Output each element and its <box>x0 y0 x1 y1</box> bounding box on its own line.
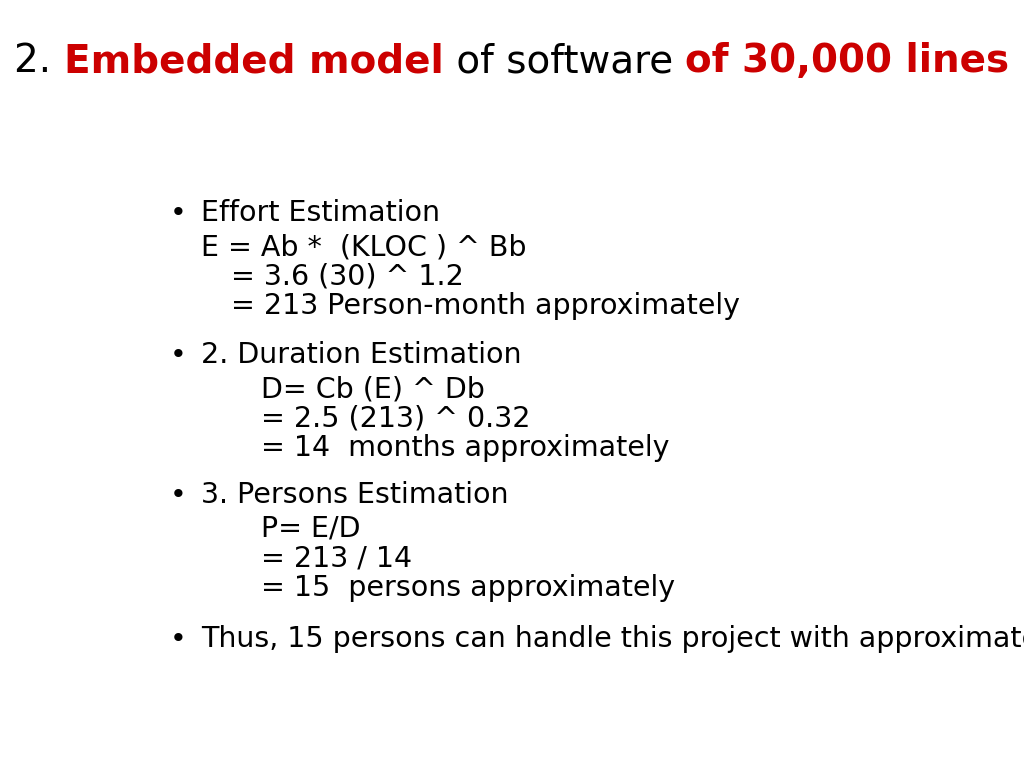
Text: 2.: 2. <box>14 42 63 81</box>
Text: = 213 / 14: = 213 / 14 <box>261 545 413 572</box>
Text: D= Cb (E) ^ Db: D= Cb (E) ^ Db <box>261 375 485 403</box>
Text: P= E/D: P= E/D <box>261 515 360 542</box>
Text: E = Ab *  (KLOC ) ^ Bb: E = Ab * (KLOC ) ^ Bb <box>201 233 526 261</box>
Text: = 213 Person-month approximately: = 213 Person-month approximately <box>231 293 740 320</box>
Text: 2. Duration Estimation: 2. Duration Estimation <box>201 341 521 369</box>
Text: of 30,000 lines: of 30,000 lines <box>685 42 1010 81</box>
Text: •: • <box>169 482 186 509</box>
Text: •: • <box>169 200 186 227</box>
Text: •: • <box>169 341 186 369</box>
Text: Thus, 15 persons can handle this project with approximately 14 months: Thus, 15 persons can handle this project… <box>201 625 1024 653</box>
Text: 3. Persons Estimation: 3. Persons Estimation <box>201 482 509 509</box>
Text: = 14  months approximately: = 14 months approximately <box>261 434 670 462</box>
Text: Embedded model: Embedded model <box>63 42 443 81</box>
Text: = 3.6 (30) ^ 1.2: = 3.6 (30) ^ 1.2 <box>231 263 464 290</box>
Text: •: • <box>169 625 186 653</box>
Text: = 15  persons approximately: = 15 persons approximately <box>261 574 676 601</box>
Text: Effort Estimation: Effort Estimation <box>201 200 440 227</box>
Text: = 2.5 (213) ^ 0.32: = 2.5 (213) ^ 0.32 <box>261 405 530 432</box>
Text: of software: of software <box>443 42 685 81</box>
